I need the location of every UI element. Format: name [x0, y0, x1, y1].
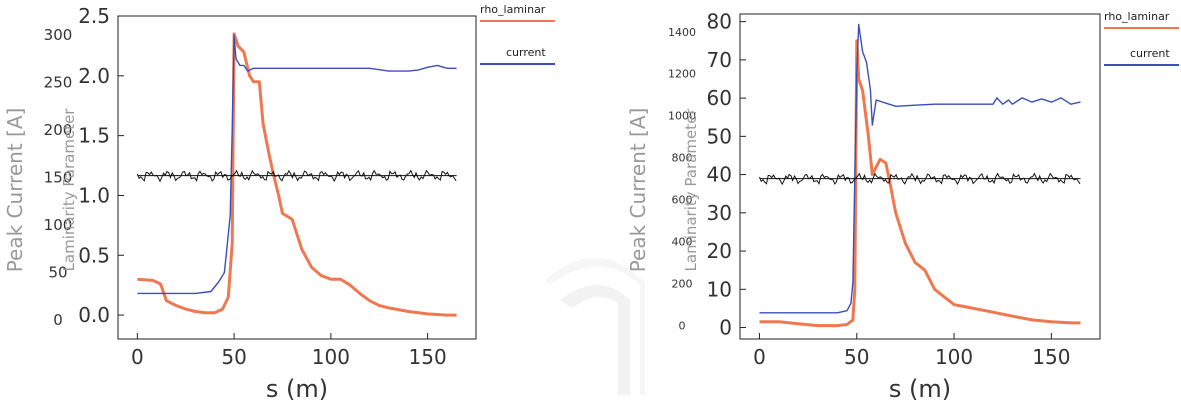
y-outer-tick-label: 50: [48, 264, 67, 282]
y-inner-tick-label: 70: [707, 48, 732, 72]
y-inner-tick-label: 2.0: [78, 64, 110, 88]
series-line-current: [759, 23, 1081, 314]
x-tick-label: 0: [131, 345, 144, 369]
y-inner-tick-label: 0: [719, 316, 732, 340]
series-line-current: [137, 34, 457, 295]
y-inner-tick-label: 0.0: [78, 303, 110, 327]
plot-frame: [117, 15, 477, 340]
x-axis-label: s (m): [889, 375, 951, 403]
y-inner-tick-label: 0.5: [78, 243, 110, 267]
x-tick-label: 100: [935, 345, 973, 369]
x-tick-label: 0: [753, 345, 766, 369]
y-outer-tick-label: 1400: [668, 26, 696, 39]
y-inner-tick-label: 40: [707, 163, 732, 187]
y-inner-tick-label: 2.5: [78, 4, 110, 28]
series-line-rho-laminar: [137, 32, 457, 317]
y-inner-tick-label: 80: [707, 10, 732, 34]
y-outer-tick-label: 100: [44, 216, 73, 234]
chart-panel-left: 0 50 100 150 0 50 100 150 200 250 300 0.0 0.5 1.0 1.5 2…: [3, 3, 555, 403]
series-line-rho-laminar: [759, 39, 1081, 328]
y-outer-tick-label: 200: [672, 277, 693, 290]
y-inner-tick-label: 60: [707, 86, 732, 110]
x-tick-label: 150: [1032, 345, 1070, 369]
x-tick-label: 50: [844, 345, 869, 369]
y-inner-axis-label: Laminarity Parameter: [682, 108, 700, 272]
y-outer-tick-label: 200: [44, 121, 73, 139]
plot-frame: [739, 13, 1101, 340]
y-outer-tick-label: 250: [44, 74, 73, 92]
y-inner-tick-label: 1.5: [78, 124, 110, 148]
y-outer-tick-label: 0: [53, 311, 63, 329]
x-tick-label: 50: [221, 345, 246, 369]
y-outer-tick-label: 400: [672, 235, 693, 248]
y-inner-tick-label: 50: [707, 124, 732, 148]
y-inner-tick-label: 10: [707, 277, 732, 301]
y-outer-tick-label: 1200: [668, 68, 696, 81]
legend-label: rho_laminar: [480, 3, 546, 16]
y-outer-tick-label: 300: [44, 26, 73, 44]
legend-label: rho_laminar: [1104, 10, 1170, 23]
y-outer-tick-label: 150: [44, 169, 73, 187]
legend-label: current: [506, 46, 546, 59]
chart-panel-right: 0 50 100 150 0 200 400 600 800 1000 1200 1400 0 10 20 3…: [626, 10, 1179, 403]
y-outer-tick-label: 800: [672, 152, 693, 165]
y-inner-tick-label: 1.0: [78, 183, 110, 207]
x-axis-label: s (m): [266, 375, 328, 403]
y-inner-tick-label: 20: [707, 239, 732, 263]
y-outer-axis-label: Peak Current [A]: [3, 108, 27, 273]
x-tick-label: 100: [312, 345, 350, 369]
legend-label: current: [1130, 47, 1170, 60]
y-inner-axis-label: Laminarity Parameter: [60, 108, 78, 272]
watermark-logo: [545, 257, 645, 395]
y-outer-axis-label: Peak Current [A]: [626, 108, 650, 273]
x-tick-label: 150: [409, 345, 447, 369]
y-outer-tick-label: 600: [672, 194, 693, 207]
y-inner-tick-label: 30: [707, 201, 732, 225]
y-outer-tick-label: 0: [679, 319, 686, 332]
y-outer-tick-label: 1000: [668, 110, 696, 123]
